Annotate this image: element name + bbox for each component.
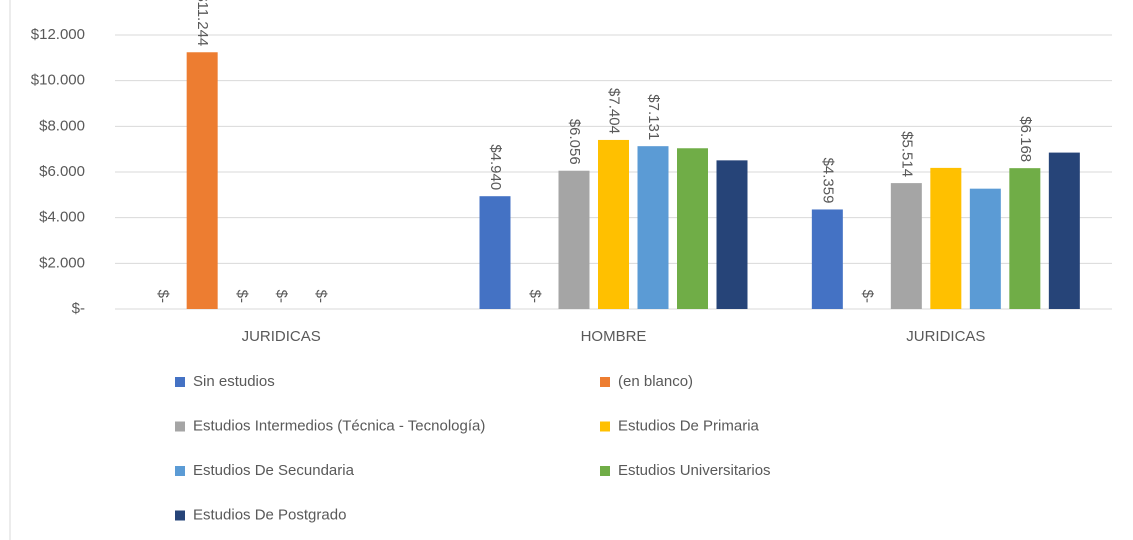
data-label: $4.940 — [487, 144, 504, 190]
data-label: $- — [527, 290, 544, 303]
x-tick-label: JURIDICAS — [242, 328, 321, 345]
legend-swatch — [175, 510, 185, 521]
bar — [637, 146, 669, 309]
data-label: $7.131 — [645, 94, 662, 140]
bar — [598, 139, 629, 309]
legend-swatch — [175, 377, 185, 387]
legend-swatch — [600, 377, 610, 387]
legend-label: Estudios De Secundaria — [193, 462, 355, 479]
legend-label: Estudios De Postgrado — [193, 506, 346, 523]
bar — [811, 209, 843, 309]
x-tick-label: JURIDICAS — [906, 328, 985, 345]
data-label: $5.514 — [898, 131, 915, 177]
chart-border — [9, 0, 11, 540]
data-label: $7.404 — [606, 88, 623, 134]
data-label: $4.359 — [819, 158, 836, 204]
y-tick-label: $6.000 — [39, 163, 85, 180]
bar — [186, 52, 218, 310]
legend-swatch — [600, 421, 610, 432]
legend-label: Estudios Intermedios (Técnica - Tecnolog… — [193, 417, 485, 434]
bar — [890, 183, 922, 309]
legend-label: Sin estudios — [193, 373, 275, 390]
y-tick-label: $4.000 — [39, 209, 85, 226]
data-label: $11.244 — [194, 0, 211, 46]
data-label: $- — [234, 290, 251, 303]
data-label: $- — [859, 290, 876, 303]
bar — [716, 160, 748, 309]
legend-label: (en blanco) — [618, 373, 693, 390]
y-tick-label: $2.000 — [39, 254, 85, 271]
data-label: $6.056 — [566, 119, 583, 165]
x-tick-label: HOMBRE — [581, 328, 647, 345]
bar — [677, 148, 708, 309]
y-tick-label: $10.000 — [31, 72, 85, 89]
bar — [1048, 152, 1080, 309]
bar — [558, 170, 590, 309]
y-tick-label: $12.000 — [31, 26, 85, 43]
bar — [479, 196, 511, 309]
bar — [930, 167, 962, 309]
data-label: $- — [313, 290, 330, 303]
data-label: $- — [273, 290, 290, 303]
y-tick-label: $8.000 — [39, 117, 85, 134]
y-tick-label: $- — [72, 300, 85, 317]
data-label: $6.168 — [1017, 116, 1034, 162]
legend-swatch — [600, 466, 610, 476]
legend-swatch — [175, 421, 185, 432]
bar — [969, 188, 1001, 309]
legend-swatch — [175, 466, 185, 476]
bar — [1009, 168, 1041, 309]
legend-label: Estudios Universitarios — [618, 462, 771, 479]
legend-label: Estudios De Primaria — [618, 417, 760, 434]
data-label: $- — [155, 290, 172, 303]
